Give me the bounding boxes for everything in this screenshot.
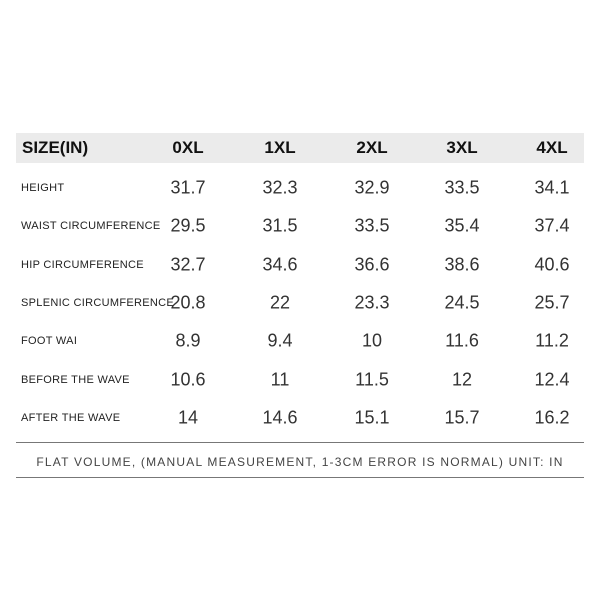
cell-value: 32.3 <box>262 177 298 198</box>
cell-value: 32.9 <box>354 177 390 198</box>
cell-value: 11.5 <box>355 369 389 389</box>
cell-value: 25.7 <box>534 292 570 313</box>
cell-value: 38.6 <box>444 254 480 275</box>
header-cell: SIZE(IN) <box>22 138 89 157</box>
cell-value: 15.7 <box>444 407 480 428</box>
row-label: AFTER THE WAVE <box>21 411 121 424</box>
cell-value: 14 <box>177 407 199 428</box>
cell-value: 29.5 <box>170 215 206 236</box>
row-label: HIP CIRCUMFERENCE <box>21 258 144 271</box>
cell-value: 33.5 <box>444 177 480 198</box>
cell-value: 11 <box>270 369 290 389</box>
header-cell: 3XL <box>446 138 478 157</box>
cell-value: 12.4 <box>534 369 570 389</box>
cell-value: 40.6 <box>534 254 570 275</box>
header-cell: 2XL <box>356 138 388 157</box>
cell-value: 31.5 <box>262 215 298 236</box>
cell-value: 8.9 <box>175 330 201 351</box>
row-label: SPLENIC CIRCUMFERENCE <box>21 296 174 309</box>
row-label: FOOT WAI <box>21 335 78 348</box>
cell-value: 37.4 <box>534 215 570 236</box>
cell-value: 23.3 <box>354 292 390 313</box>
cell-value: 10.6 <box>170 369 206 389</box>
divider <box>16 477 584 478</box>
cell-value: 31.7 <box>170 177 206 198</box>
cell-value: 12 <box>451 369 473 389</box>
header-cell: 4XL <box>536 138 568 157</box>
cell-value: 9.4 <box>267 330 293 351</box>
divider <box>16 442 584 443</box>
cell-value: 11.6 <box>445 330 479 351</box>
cell-value: 16.2 <box>534 407 570 428</box>
cell-value: 34.6 <box>262 254 298 275</box>
cell-value: 36.6 <box>354 254 390 275</box>
cell-value: 22 <box>269 292 291 313</box>
cell-value: 35.4 <box>444 215 480 236</box>
cell-value: 10 <box>361 330 383 351</box>
row-label: HEIGHT <box>21 182 65 194</box>
cell-value: 34.1 <box>534 177 570 198</box>
row-label: BEFORE THE WAVE <box>21 373 130 386</box>
row-label: WAIST CIRCUMFERENCE <box>21 220 161 233</box>
cell-value: 24.5 <box>444 292 480 313</box>
cell-value: 15.1 <box>354 407 390 428</box>
footer-note: FLAT VOLUME, (MANUAL MEASUREMENT, 1-3CM … <box>36 455 564 469</box>
cell-value: 20.8 <box>170 292 206 313</box>
header-cell: 1XL <box>264 138 296 157</box>
cell-value: 14.6 <box>262 407 298 428</box>
header-cell: 0XL <box>172 138 204 157</box>
cell-value: 33.5 <box>354 215 390 236</box>
header-background <box>16 133 584 163</box>
cell-value: 11.2 <box>535 330 569 351</box>
cell-value: 32.7 <box>170 254 206 275</box>
